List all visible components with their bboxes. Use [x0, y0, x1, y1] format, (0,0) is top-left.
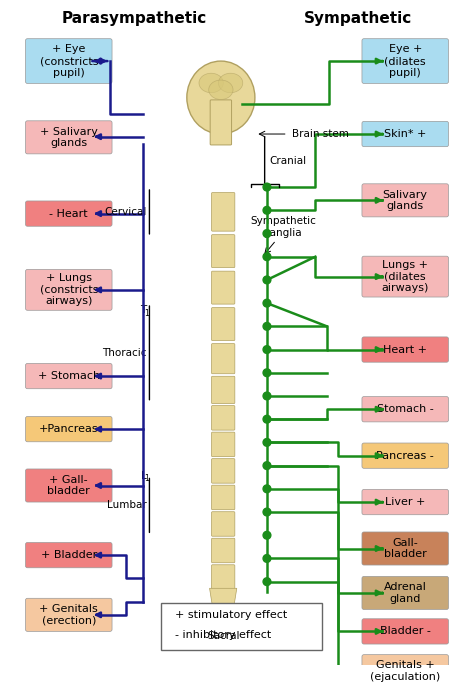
FancyBboxPatch shape	[211, 459, 235, 483]
Circle shape	[263, 369, 271, 376]
Text: T: T	[140, 305, 146, 315]
Text: Lungs +
(dilates
airways): Lungs + (dilates airways)	[382, 260, 429, 293]
Circle shape	[263, 299, 271, 307]
Text: Lumbar: Lumbar	[107, 501, 146, 510]
FancyBboxPatch shape	[362, 619, 448, 644]
Polygon shape	[210, 589, 237, 625]
Circle shape	[263, 508, 271, 516]
Ellipse shape	[209, 80, 233, 100]
Text: Adrenal
gland: Adrenal gland	[384, 582, 427, 604]
FancyBboxPatch shape	[26, 121, 112, 154]
Text: Liver +: Liver +	[385, 497, 426, 507]
Text: + Eye
(constricts
pupil): + Eye (constricts pupil)	[39, 44, 98, 78]
FancyBboxPatch shape	[26, 542, 112, 568]
FancyBboxPatch shape	[26, 364, 112, 389]
Text: Sympathetic
ganglia: Sympathetic ganglia	[250, 216, 316, 237]
FancyBboxPatch shape	[161, 603, 322, 650]
Circle shape	[263, 392, 271, 400]
Text: Brain stem: Brain stem	[292, 129, 349, 139]
FancyBboxPatch shape	[211, 192, 235, 231]
Text: 1: 1	[144, 475, 148, 484]
Text: + Lungs
(constricts
airways): + Lungs (constricts airways)	[39, 273, 98, 306]
Circle shape	[263, 183, 271, 191]
Circle shape	[263, 230, 271, 237]
FancyBboxPatch shape	[362, 337, 448, 362]
FancyBboxPatch shape	[211, 271, 235, 304]
Text: Sympathetic: Sympathetic	[304, 12, 412, 27]
FancyBboxPatch shape	[362, 184, 448, 217]
Text: Thoracic: Thoracic	[102, 348, 146, 358]
Text: + Stomach: + Stomach	[38, 371, 100, 381]
Circle shape	[263, 531, 271, 539]
Text: Gall-
bladder: Gall- bladder	[384, 537, 427, 559]
Circle shape	[263, 439, 271, 446]
Text: Heart +: Heart +	[383, 344, 427, 355]
Circle shape	[263, 554, 271, 563]
FancyBboxPatch shape	[211, 565, 235, 589]
Circle shape	[263, 253, 271, 261]
Text: Sacral: Sacral	[207, 632, 239, 641]
Circle shape	[263, 415, 271, 423]
Text: +Pancreas: +Pancreas	[39, 424, 99, 434]
Ellipse shape	[187, 61, 255, 134]
Text: Genitals +
(ejaculation): Genitals + (ejaculation)	[370, 660, 440, 682]
Text: + Genitals
(erection): + Genitals (erection)	[39, 604, 98, 625]
FancyBboxPatch shape	[26, 39, 112, 83]
FancyBboxPatch shape	[362, 532, 448, 565]
FancyBboxPatch shape	[362, 443, 448, 469]
FancyBboxPatch shape	[211, 485, 235, 509]
Text: + stimulatory effect: + stimulatory effect	[175, 610, 287, 620]
Text: Skin* +: Skin* +	[384, 129, 427, 139]
FancyBboxPatch shape	[211, 406, 235, 430]
FancyBboxPatch shape	[362, 256, 448, 297]
FancyBboxPatch shape	[26, 417, 112, 442]
Circle shape	[263, 485, 271, 492]
FancyBboxPatch shape	[26, 469, 112, 502]
Text: + Gall-
bladder: + Gall- bladder	[47, 475, 90, 496]
FancyBboxPatch shape	[211, 376, 235, 404]
FancyBboxPatch shape	[211, 235, 235, 267]
FancyBboxPatch shape	[362, 39, 448, 83]
Text: Cranial: Cranial	[270, 155, 307, 166]
Text: + Bladder: + Bladder	[41, 550, 97, 560]
FancyBboxPatch shape	[211, 512, 235, 536]
FancyBboxPatch shape	[26, 269, 112, 310]
Text: Pancreas -: Pancreas -	[376, 451, 434, 460]
Text: - Heart: - Heart	[49, 209, 88, 219]
FancyBboxPatch shape	[211, 538, 235, 563]
FancyBboxPatch shape	[362, 397, 448, 422]
Ellipse shape	[219, 73, 243, 93]
FancyBboxPatch shape	[362, 121, 448, 147]
Text: 1: 1	[144, 308, 148, 318]
Circle shape	[263, 578, 271, 586]
Circle shape	[263, 276, 271, 284]
FancyBboxPatch shape	[362, 576, 448, 610]
Text: + Salivary
glands: + Salivary glands	[40, 127, 98, 148]
Text: Salivary
glands: Salivary glands	[383, 190, 428, 211]
FancyBboxPatch shape	[362, 490, 448, 515]
FancyBboxPatch shape	[211, 308, 235, 340]
Text: Bladder -: Bladder -	[380, 626, 431, 636]
Circle shape	[263, 462, 271, 469]
Ellipse shape	[199, 73, 223, 93]
Circle shape	[263, 323, 271, 330]
Circle shape	[263, 207, 271, 214]
FancyBboxPatch shape	[26, 598, 112, 632]
FancyBboxPatch shape	[211, 344, 235, 374]
Text: Eye +
(dilates
pupil): Eye + (dilates pupil)	[384, 44, 426, 78]
FancyBboxPatch shape	[210, 100, 232, 145]
FancyBboxPatch shape	[211, 432, 235, 457]
FancyBboxPatch shape	[362, 655, 448, 682]
Text: Parasympathetic: Parasympathetic	[62, 12, 207, 27]
Text: Cervical: Cervical	[104, 207, 146, 217]
Circle shape	[263, 346, 271, 353]
Text: - inhibitory effect: - inhibitory effect	[175, 629, 271, 640]
Text: Stomach -: Stomach -	[377, 404, 434, 414]
Text: L: L	[141, 471, 146, 481]
FancyBboxPatch shape	[26, 201, 112, 226]
